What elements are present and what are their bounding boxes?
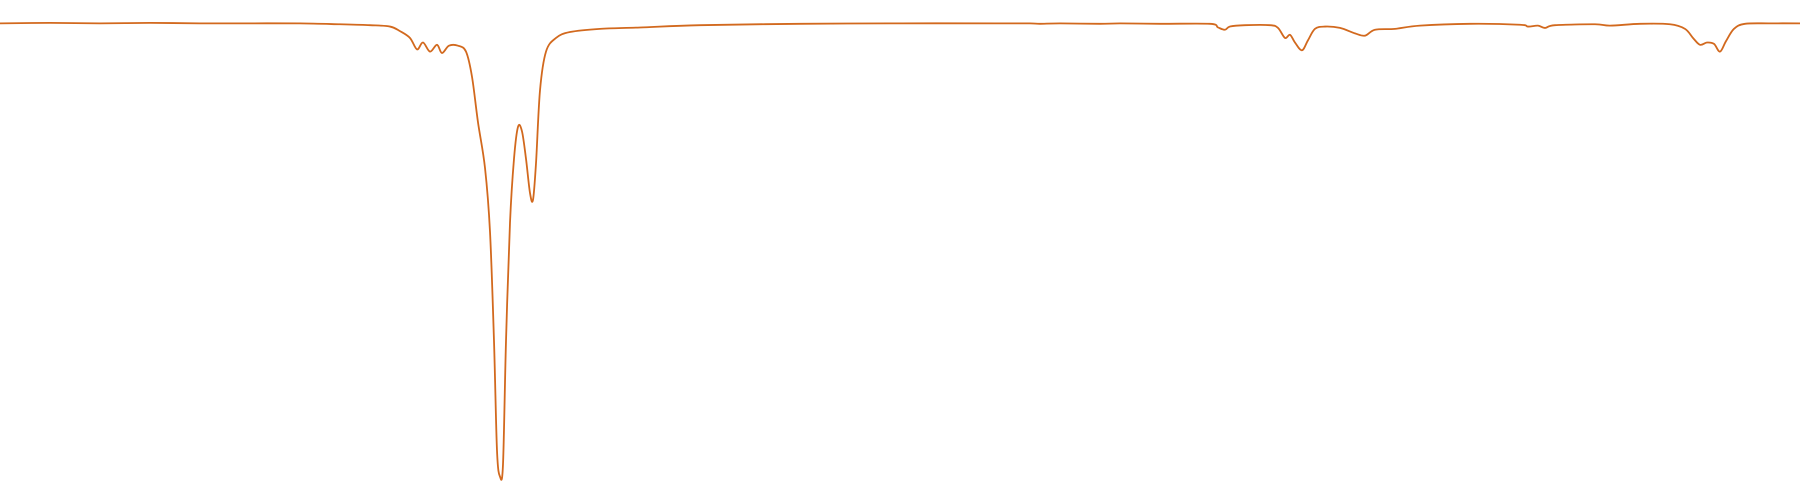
series-line-0 xyxy=(0,22,1800,481)
plot-area xyxy=(0,22,1800,481)
